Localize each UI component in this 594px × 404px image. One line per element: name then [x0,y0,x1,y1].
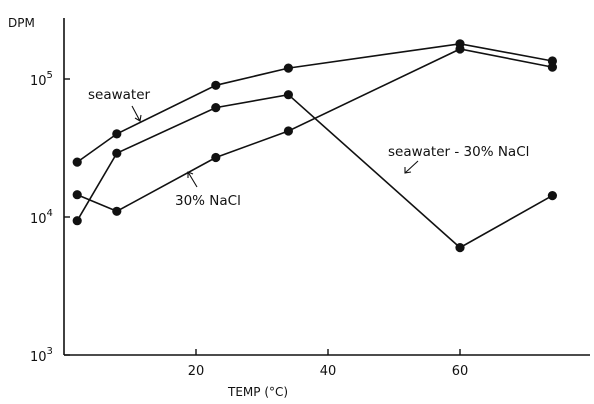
x-ticks: 20 40 60 [188,349,469,379]
label-seawater: seawater [88,87,151,103]
series-2-point-1 [112,148,122,158]
x-tick-label-60: 60 [452,364,469,379]
series-2-point-3 [283,90,293,100]
y-ticks: 103 104 105 [30,70,70,365]
annotations: seawater 30% NaCl seawater - 30% NaCl [88,87,529,209]
arrow-seawater-minus-nacl [404,160,419,174]
x-tick-label-40: 40 [320,364,337,379]
y-tick-label-10000: 104 [30,208,53,227]
y-tick-label-100000: 105 [30,70,53,89]
series-2-point-4 [455,243,465,253]
series-2-point-5 [547,191,558,201]
series-2-point-0 [72,216,82,226]
y-axis-title: DPM [8,16,35,30]
series-1-point-4 [455,44,465,54]
x-axis-title: TEMP (°C) [227,385,288,399]
series-2-point-2 [211,103,221,113]
series-1-point-1 [112,206,122,216]
axes [63,18,590,356]
series-0-point-0 [72,157,82,167]
series-1-point-3 [283,126,293,136]
series-line-2 [76,93,553,249]
series-layer [72,39,558,253]
series-line-1 [76,48,553,213]
series-1-point-0 [72,190,82,200]
label-seawater-minus-nacl: seawater - 30% NaCl [388,144,529,160]
x-tick-label-20: 20 [188,364,205,379]
arrow-seawater [131,105,142,122]
series-1-point-5 [547,62,558,72]
label-30pct-nacl: 30% NaCl [175,193,241,209]
arrow-30pct-nacl [187,171,198,188]
series-0-point-2 [211,80,221,90]
series-0-point-1 [112,129,122,139]
series-0-point-3 [283,63,293,73]
y-tick-label-1000: 103 [30,346,53,365]
series-line-0 [76,42,553,163]
series-1-point-2 [211,152,221,163]
